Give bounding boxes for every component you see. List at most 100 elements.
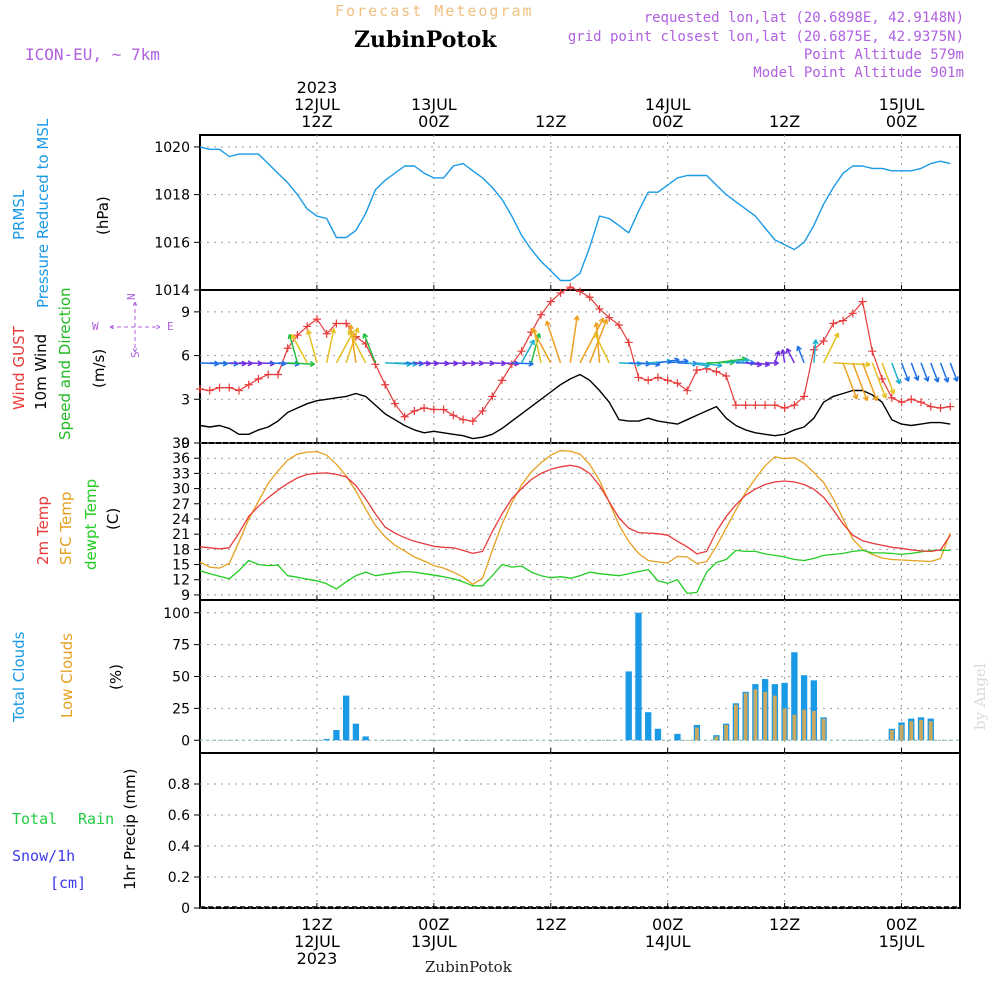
time-axis-label: 14JUL: [645, 95, 691, 114]
y-tick-label: 75: [172, 638, 190, 654]
time-axis-label: 12JUL: [294, 95, 340, 114]
wind-direction-arrow: [520, 339, 535, 364]
time-axis-label: 00Z: [652, 112, 683, 131]
pressure-unit-label: (hPa): [94, 196, 112, 235]
gust-point: [273, 370, 282, 379]
gust-point: [887, 393, 896, 402]
gust-point: [468, 417, 477, 426]
low-cloud-bar: [909, 721, 914, 741]
gust-point: [946, 402, 955, 411]
gust-series-line: [199, 286, 951, 422]
wind-direction-arrow: [325, 328, 337, 364]
y-tick-label: 25: [172, 701, 190, 717]
snow-label: Snow/1h: [12, 847, 75, 865]
y-tick-label: 6: [181, 349, 190, 365]
time-axis-label: 00Z: [886, 112, 917, 131]
time-axis-label: 12Z: [301, 112, 332, 131]
low-cloud-bar: [695, 727, 699, 741]
low-clouds-label: Low Clouds: [58, 633, 76, 718]
pressure-panel: 1014 1016 1018 1020: [154, 134, 961, 299]
gust-point: [868, 347, 877, 356]
gust-point: [410, 406, 419, 415]
wind-direction-arrow: [920, 362, 930, 382]
wind-direction-arrow: [593, 322, 601, 363]
time-axis-label: 00Z: [652, 915, 683, 934]
gust-point: [878, 374, 887, 383]
gust-point: [634, 373, 643, 382]
gust-point: [537, 310, 546, 319]
wind-direction-arrow: [900, 362, 910, 382]
low-cloud-bar: [772, 695, 777, 741]
y-tick-label: 12: [172, 573, 190, 589]
total-cloud-bar: [674, 733, 681, 741]
y-tick-label: 3: [181, 392, 190, 408]
requested-coords: requested lon,lat (20.6898E, 42.9148N): [644, 10, 964, 26]
time-axis-label: 15JUL: [879, 95, 925, 114]
wind-direction-arrow: [287, 360, 315, 368]
y-tick-label: 0: [181, 436, 190, 452]
gust-point: [498, 376, 507, 385]
closest-coords: grid point closest lon,lat (20.6875E, 42…: [568, 29, 964, 45]
wind-direction-arrow: [290, 333, 308, 364]
time-axis-label: 12Z: [535, 112, 566, 131]
dewpt-series-line: [199, 549, 951, 595]
low-cloud-bar: [802, 709, 807, 741]
y-tick-label: 0.6: [168, 808, 190, 824]
y-tick-label: 0: [181, 733, 190, 749]
y-tick-label: 0.2: [168, 870, 190, 886]
y-tick-label: 18: [172, 542, 190, 558]
compass: W E N S: [92, 293, 174, 358]
wind-direction-arrow: [949, 362, 959, 382]
low-cloud-bar: [928, 721, 933, 741]
gust-point: [770, 401, 779, 410]
gust-point: [322, 329, 331, 338]
gust-point: [293, 331, 302, 340]
sfc-temp-series-line: [199, 449, 951, 585]
gust-point: [546, 297, 555, 306]
gust-point: [605, 313, 614, 322]
gust-point: [390, 399, 399, 408]
wind-direction-arrow: [774, 350, 781, 364]
time-axis-label: 12Z: [301, 915, 332, 934]
wind-direction-arrow: [871, 362, 888, 399]
wind-direction-arrow: [544, 320, 562, 364]
gust-point: [644, 376, 653, 385]
wind-direction-arrow: [891, 362, 902, 385]
snow-unit-label: [cm]: [50, 874, 86, 892]
gust-point: [234, 386, 243, 395]
wind-direction-arrow: [812, 339, 819, 363]
gust-point: [663, 376, 672, 385]
wind-direction-arrow: [822, 332, 840, 364]
total-cloud-bar: [323, 738, 330, 741]
gust-point: [936, 404, 945, 413]
gust-point: [692, 366, 701, 375]
gust-point: [741, 401, 750, 410]
low-cloud-bar: [724, 724, 729, 741]
y-tick-label: 1018: [154, 188, 190, 204]
compass-arrows-icon: [109, 301, 161, 353]
total-cloud-bar: [635, 612, 642, 741]
y-tick-label: 0.8: [168, 777, 190, 793]
gust-point: [780, 404, 789, 413]
y-tick-label: 1016: [154, 235, 190, 251]
wind-direction-arrow: [531, 327, 552, 364]
gust-point: [829, 319, 838, 328]
total-cloud-bar: [800, 675, 808, 741]
total-cloud-bar: [645, 712, 652, 741]
gust-point: [342, 319, 351, 328]
credit-watermark: by Angel: [971, 663, 989, 730]
total-cloud-bar: [654, 728, 662, 741]
gust-point: [614, 320, 623, 329]
low-cloud-bar: [792, 714, 797, 741]
clouds-panel: 0 25 50 75 100: [163, 599, 961, 754]
time-axis-label: 15JUL: [879, 932, 925, 951]
gust-point: [917, 398, 926, 407]
wind-direction-arrow: [833, 361, 871, 368]
wind-panel: 0 3 6 9: [181, 283, 961, 452]
wind10m-series-line: [199, 373, 951, 440]
time-axis-label: 13JUL: [411, 932, 457, 951]
pressure-labels: PRMSL Pressure Reduced to MSL (hPa): [10, 118, 112, 308]
low-cloud-bar: [743, 693, 748, 741]
